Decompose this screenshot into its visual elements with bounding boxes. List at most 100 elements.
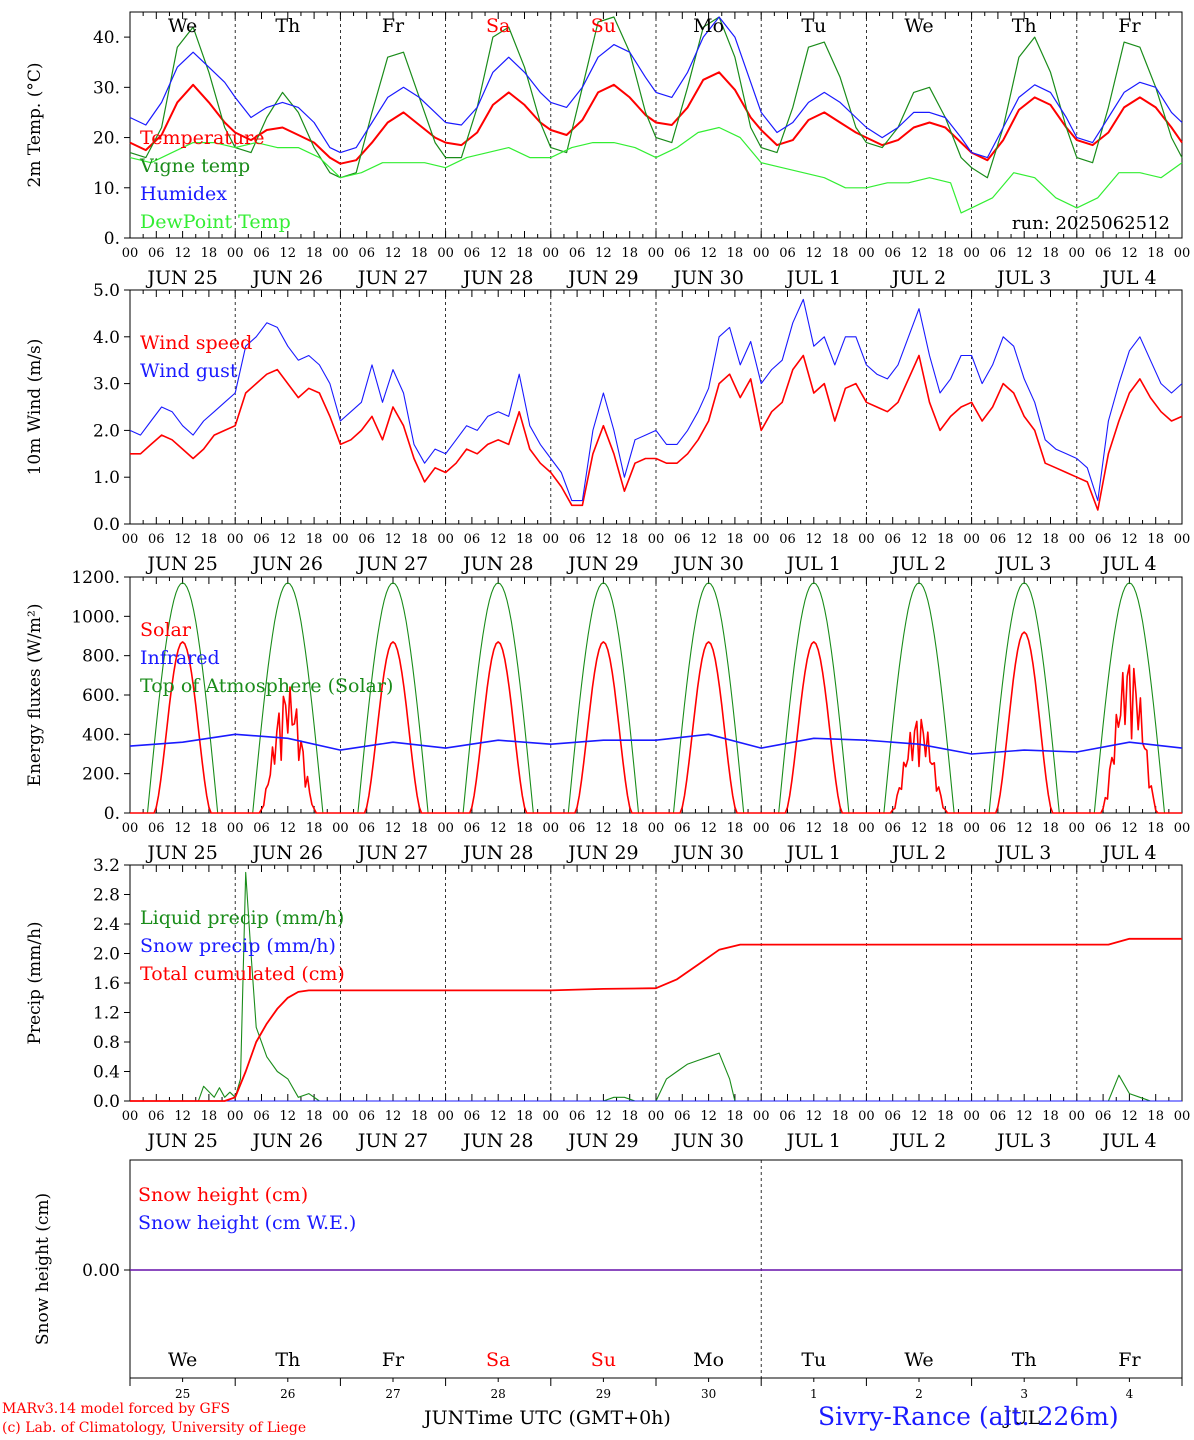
date-label: JUL 2 <box>890 842 946 864</box>
hour-tick-label: 18 <box>201 1109 218 1124</box>
date-label: JUN 28 <box>461 1130 533 1152</box>
hour-tick-label: 12 <box>385 821 402 836</box>
hour-tick-label: 12 <box>806 246 823 261</box>
hour-tick-label: 12 <box>385 532 402 547</box>
hour-tick-label: 00 <box>1069 246 1086 261</box>
y-tick-label: 0. <box>104 804 120 824</box>
hour-tick-label: 06 <box>358 532 375 547</box>
hour-tick-label: 18 <box>1042 532 1059 547</box>
weekday-label: We <box>904 15 933 37</box>
hour-tick-label: 18 <box>937 1109 954 1124</box>
date-label: JUL 3 <box>995 1130 1051 1152</box>
y-tick-label: 0.00 <box>82 1261 120 1281</box>
hour-tick-label: 00 <box>648 532 665 547</box>
hour-tick-label: 00 <box>753 532 770 547</box>
hour-tick-label: 12 <box>700 246 717 261</box>
weekday-label: Fr <box>382 1349 405 1371</box>
date-number-label: 28 <box>491 1387 506 1401</box>
run-annotation: run: 2025062512 <box>1012 213 1170 234</box>
hour-tick-label: 18 <box>306 1109 323 1124</box>
hour-tick-label: 12 <box>700 821 717 836</box>
hour-tick-label: 00 <box>1069 1109 1086 1124</box>
y-tick-label: 800. <box>82 647 120 667</box>
hour-tick-label: 00 <box>1174 532 1191 547</box>
y-tick-label: 10. <box>93 179 120 199</box>
hour-tick-label: 18 <box>1042 246 1059 261</box>
hour-tick-label: 18 <box>937 246 954 261</box>
hour-tick-label: 18 <box>1147 246 1164 261</box>
legend-entry: Humidex <box>140 183 227 205</box>
weekday-label: We <box>168 1349 197 1371</box>
hour-tick-label: 12 <box>1121 532 1138 547</box>
date-label: JUL 3 <box>995 842 1051 864</box>
date-label: JUN 27 <box>356 267 428 289</box>
hour-tick-label: 06 <box>253 532 270 547</box>
hour-tick-label: 12 <box>595 246 612 261</box>
dewpoint-temp-line <box>129 126 1183 214</box>
hour-tick-label: 18 <box>411 821 428 836</box>
legend-entry: Temperature <box>140 127 264 149</box>
hour-tick-label: 00 <box>648 1109 665 1124</box>
y-tick-label: 2.0 <box>93 945 120 965</box>
hour-tick-label: 00 <box>227 821 244 836</box>
hour-tick-label: 12 <box>174 1109 191 1124</box>
hour-tick-label: 06 <box>253 246 270 261</box>
date-label: JUN 26 <box>251 553 323 575</box>
hour-tick-label: 06 <box>148 821 165 836</box>
hour-tick-label: 12 <box>490 246 507 261</box>
hour-tick-label: 00 <box>963 532 980 547</box>
hour-tick-label: 06 <box>884 532 901 547</box>
hour-tick-label: 12 <box>174 532 191 547</box>
humidex-line <box>129 16 1183 159</box>
date-label: JUN 25 <box>145 842 217 864</box>
date-number-label: 25 <box>175 1387 190 1401</box>
hour-tick-label: 00 <box>122 246 139 261</box>
date-label: JUN 26 <box>251 267 323 289</box>
hour-tick-label: 12 <box>595 532 612 547</box>
hour-tick-label: 06 <box>148 532 165 547</box>
y-tick-label: 3.0 <box>93 375 120 395</box>
hour-tick-label: 12 <box>1121 246 1138 261</box>
hour-tick-label: 00 <box>227 1109 244 1124</box>
hour-tick-label: 12 <box>1016 532 1033 547</box>
hour-tick-label: 00 <box>227 246 244 261</box>
model-credit: MARv3.14 model forced by GFS <box>2 1401 231 1417</box>
y-tick-label: 200. <box>82 765 120 785</box>
y-tick-label: 0.8 <box>93 1033 120 1053</box>
legend-entry: Wind speed <box>140 332 252 354</box>
date-label: JUN 27 <box>356 1130 428 1152</box>
y-axis-label: 10m Wind (m/s) <box>25 339 45 476</box>
hour-tick-label: 06 <box>674 821 691 836</box>
date-label: JUN 29 <box>566 842 638 864</box>
y-axis-label: Precip (mm/h) <box>25 921 45 1044</box>
y-tick-label: 0.4 <box>93 1063 120 1083</box>
hour-tick-label: 06 <box>569 532 586 547</box>
hour-tick-label: 12 <box>280 532 297 547</box>
y-tick-label: 20. <box>93 129 120 149</box>
y-tick-label: 2.0 <box>93 421 120 441</box>
hour-tick-label: 06 <box>779 1109 796 1124</box>
hour-tick-label: 18 <box>832 1109 849 1124</box>
hour-tick-label: 18 <box>832 821 849 836</box>
hour-tick-label: 12 <box>700 1109 717 1124</box>
temperature-line <box>129 71 1183 165</box>
hour-tick-label: 06 <box>779 821 796 836</box>
y-tick-label: 0.0 <box>93 515 120 535</box>
legend-entry: Top of Atmosphere (Solar) <box>140 675 393 697</box>
date-number-label: 4 <box>1126 1387 1134 1401</box>
hour-tick-label: 12 <box>1121 821 1138 836</box>
date-label: JUN 25 <box>145 553 217 575</box>
hour-tick-label: 12 <box>490 821 507 836</box>
legend-entry: Total cumulated (cm) <box>140 963 345 985</box>
hour-tick-label: 12 <box>595 821 612 836</box>
hour-tick-label: 00 <box>437 1109 454 1124</box>
date-label: JUN 28 <box>461 553 533 575</box>
hour-tick-label: 12 <box>280 1109 297 1124</box>
hour-tick-label: 12 <box>911 246 928 261</box>
y-axis-label: Energy fluxes (W/m²) <box>25 604 45 787</box>
hour-tick-label: 06 <box>569 246 586 261</box>
month-end-label: JUL <box>1002 1407 1041 1429</box>
hour-tick-label: 18 <box>832 532 849 547</box>
legend-entry: Vigne temp <box>139 155 250 177</box>
hour-tick-label: 00 <box>332 1109 349 1124</box>
